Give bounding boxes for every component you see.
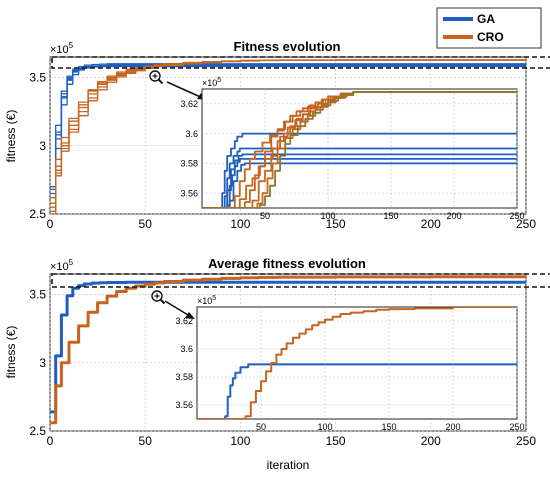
x-tick-label: 0	[47, 217, 54, 231]
chart-title: Fitness evolution	[234, 39, 341, 54]
zoom-region-box	[51, 56, 550, 69]
x-tick-label: 100	[320, 211, 335, 221]
series-line-ga-1	[202, 147, 517, 208]
x-tick-label: 50	[139, 217, 153, 231]
x-tick-label: 0	[47, 434, 54, 448]
y-exponent: ×105	[50, 258, 74, 273]
x-tick-label: 50	[260, 211, 270, 221]
legend-label-cro: CRO	[477, 30, 504, 44]
chart-title: Average fitness evolution	[208, 256, 366, 271]
series-line-ga-0	[197, 363, 517, 419]
y-tick-label: 3.6	[180, 344, 193, 354]
inset-y-exponent: ×105	[197, 295, 216, 306]
y-tick-label: 2.5	[29, 424, 46, 438]
x-tick-label: 150	[326, 217, 346, 231]
series-line-mixed-10	[202, 91, 517, 208]
magnifier-icon	[149, 70, 164, 85]
x-tick-label: 250	[516, 217, 536, 231]
inset-y-exponent: ×105	[202, 77, 221, 88]
y-tick-label: 3	[39, 356, 46, 370]
series-line-cro-1	[50, 275, 526, 425]
y-tick-label: 3.62	[180, 99, 198, 109]
y-tick-label: 3.56	[175, 400, 193, 410]
x-axis-label: iteration	[267, 458, 310, 472]
zoom-arrow	[166, 81, 206, 100]
series-line-ga-3	[202, 132, 517, 208]
series-line-cro-9	[50, 59, 526, 214]
x-tick-label: 50	[139, 434, 153, 448]
x-tick-label: 100	[230, 217, 250, 231]
x-tick-label: 50	[256, 422, 266, 432]
legend-label-ga: GA	[477, 12, 495, 26]
y-tick-label: 3.56	[180, 188, 198, 198]
y-exponent: ×105	[50, 41, 74, 56]
x-tick-label: 200	[421, 434, 441, 448]
x-tick-label: 100	[317, 422, 332, 432]
zoom-region-box	[51, 273, 550, 288]
y-tick-label: 3.6	[185, 129, 198, 139]
x-tick-label: 200	[446, 211, 461, 221]
x-tick-label: 250	[509, 211, 524, 221]
x-tick-label: 100	[230, 434, 250, 448]
y-tick-label: 3.5	[29, 71, 46, 85]
x-tick-label: 200	[421, 217, 441, 231]
y-tick-label: 3.58	[175, 372, 193, 382]
inset-plot-area	[196, 306, 518, 420]
inset-average-fitness-evolution: 50 100 150 200 250 3.56 3.58 3.6 3.62 ×105	[175, 295, 524, 432]
y-tick-label: 3.62	[175, 316, 193, 326]
series-line-ga-0	[202, 158, 517, 208]
zoom-arrow-head	[185, 312, 195, 319]
series-line-ga-4	[50, 65, 526, 195]
x-tick-label: 250	[516, 434, 536, 448]
x-tick-label: 150	[326, 434, 346, 448]
x-tick-label: 150	[381, 422, 396, 432]
y-axis-label: fitness (€)	[4, 326, 18, 379]
inset-fitness-evolution: 50 100 150 200 250 3.56 3.58 3.6 3.62 ×105	[180, 77, 524, 221]
y-tick-label: 3	[39, 139, 46, 153]
series-line-ga-2	[202, 162, 517, 208]
series-line-cro-1	[197, 307, 517, 419]
magnifier-icon	[151, 290, 166, 305]
y-tick-label: 3.5	[29, 288, 46, 302]
series-line-ga-4	[202, 153, 517, 208]
x-tick-label: 200	[445, 422, 460, 432]
series-line-ga-0	[50, 280, 526, 414]
x-tick-label: 250	[509, 422, 524, 432]
y-tick-label: 3.58	[180, 159, 198, 169]
series-line-cro-8	[202, 91, 517, 208]
legend-box	[436, 7, 542, 49]
y-axis-label: fitness (€)	[4, 110, 18, 163]
legend: GA CRO	[436, 7, 542, 49]
y-tick-label: 2.5	[29, 207, 46, 221]
x-tick-label: 150	[383, 211, 398, 221]
series-line-cro-7	[202, 91, 517, 208]
